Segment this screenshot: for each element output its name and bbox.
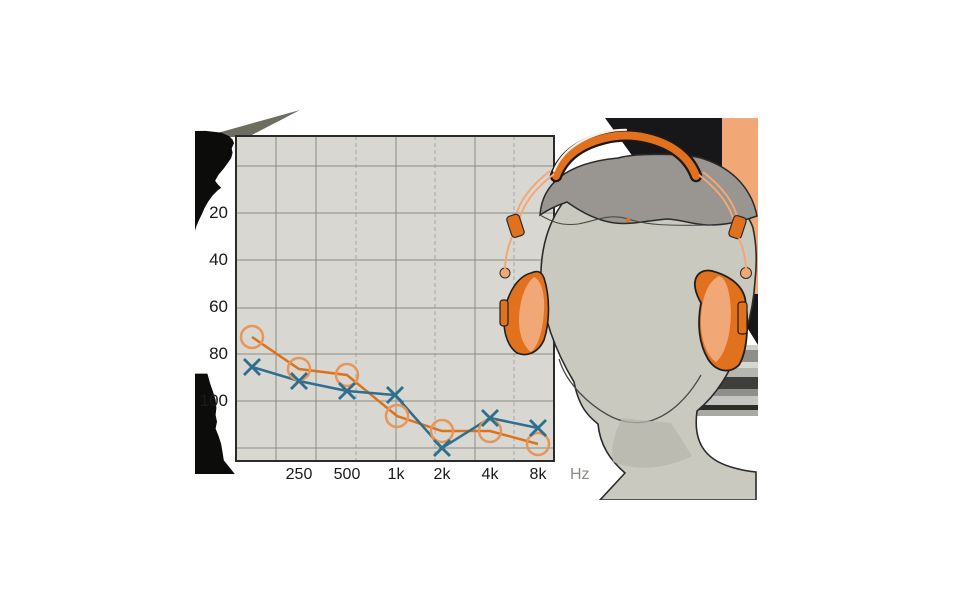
svg-text:4k: 4k [482,466,500,483]
svg-text:40: 40 [209,250,228,269]
svg-text:8k: 8k [530,466,548,483]
svg-text:250: 250 [286,466,313,483]
svg-text:60: 60 [209,297,228,316]
svg-text:20: 20 [209,203,228,222]
svg-text:2k: 2k [434,466,452,483]
svg-text:500: 500 [334,466,361,483]
svg-text:1k: 1k [388,466,406,483]
svg-text:Hz: Hz [570,466,590,483]
svg-text:100: 100 [200,391,228,410]
svg-text:80: 80 [209,344,228,363]
